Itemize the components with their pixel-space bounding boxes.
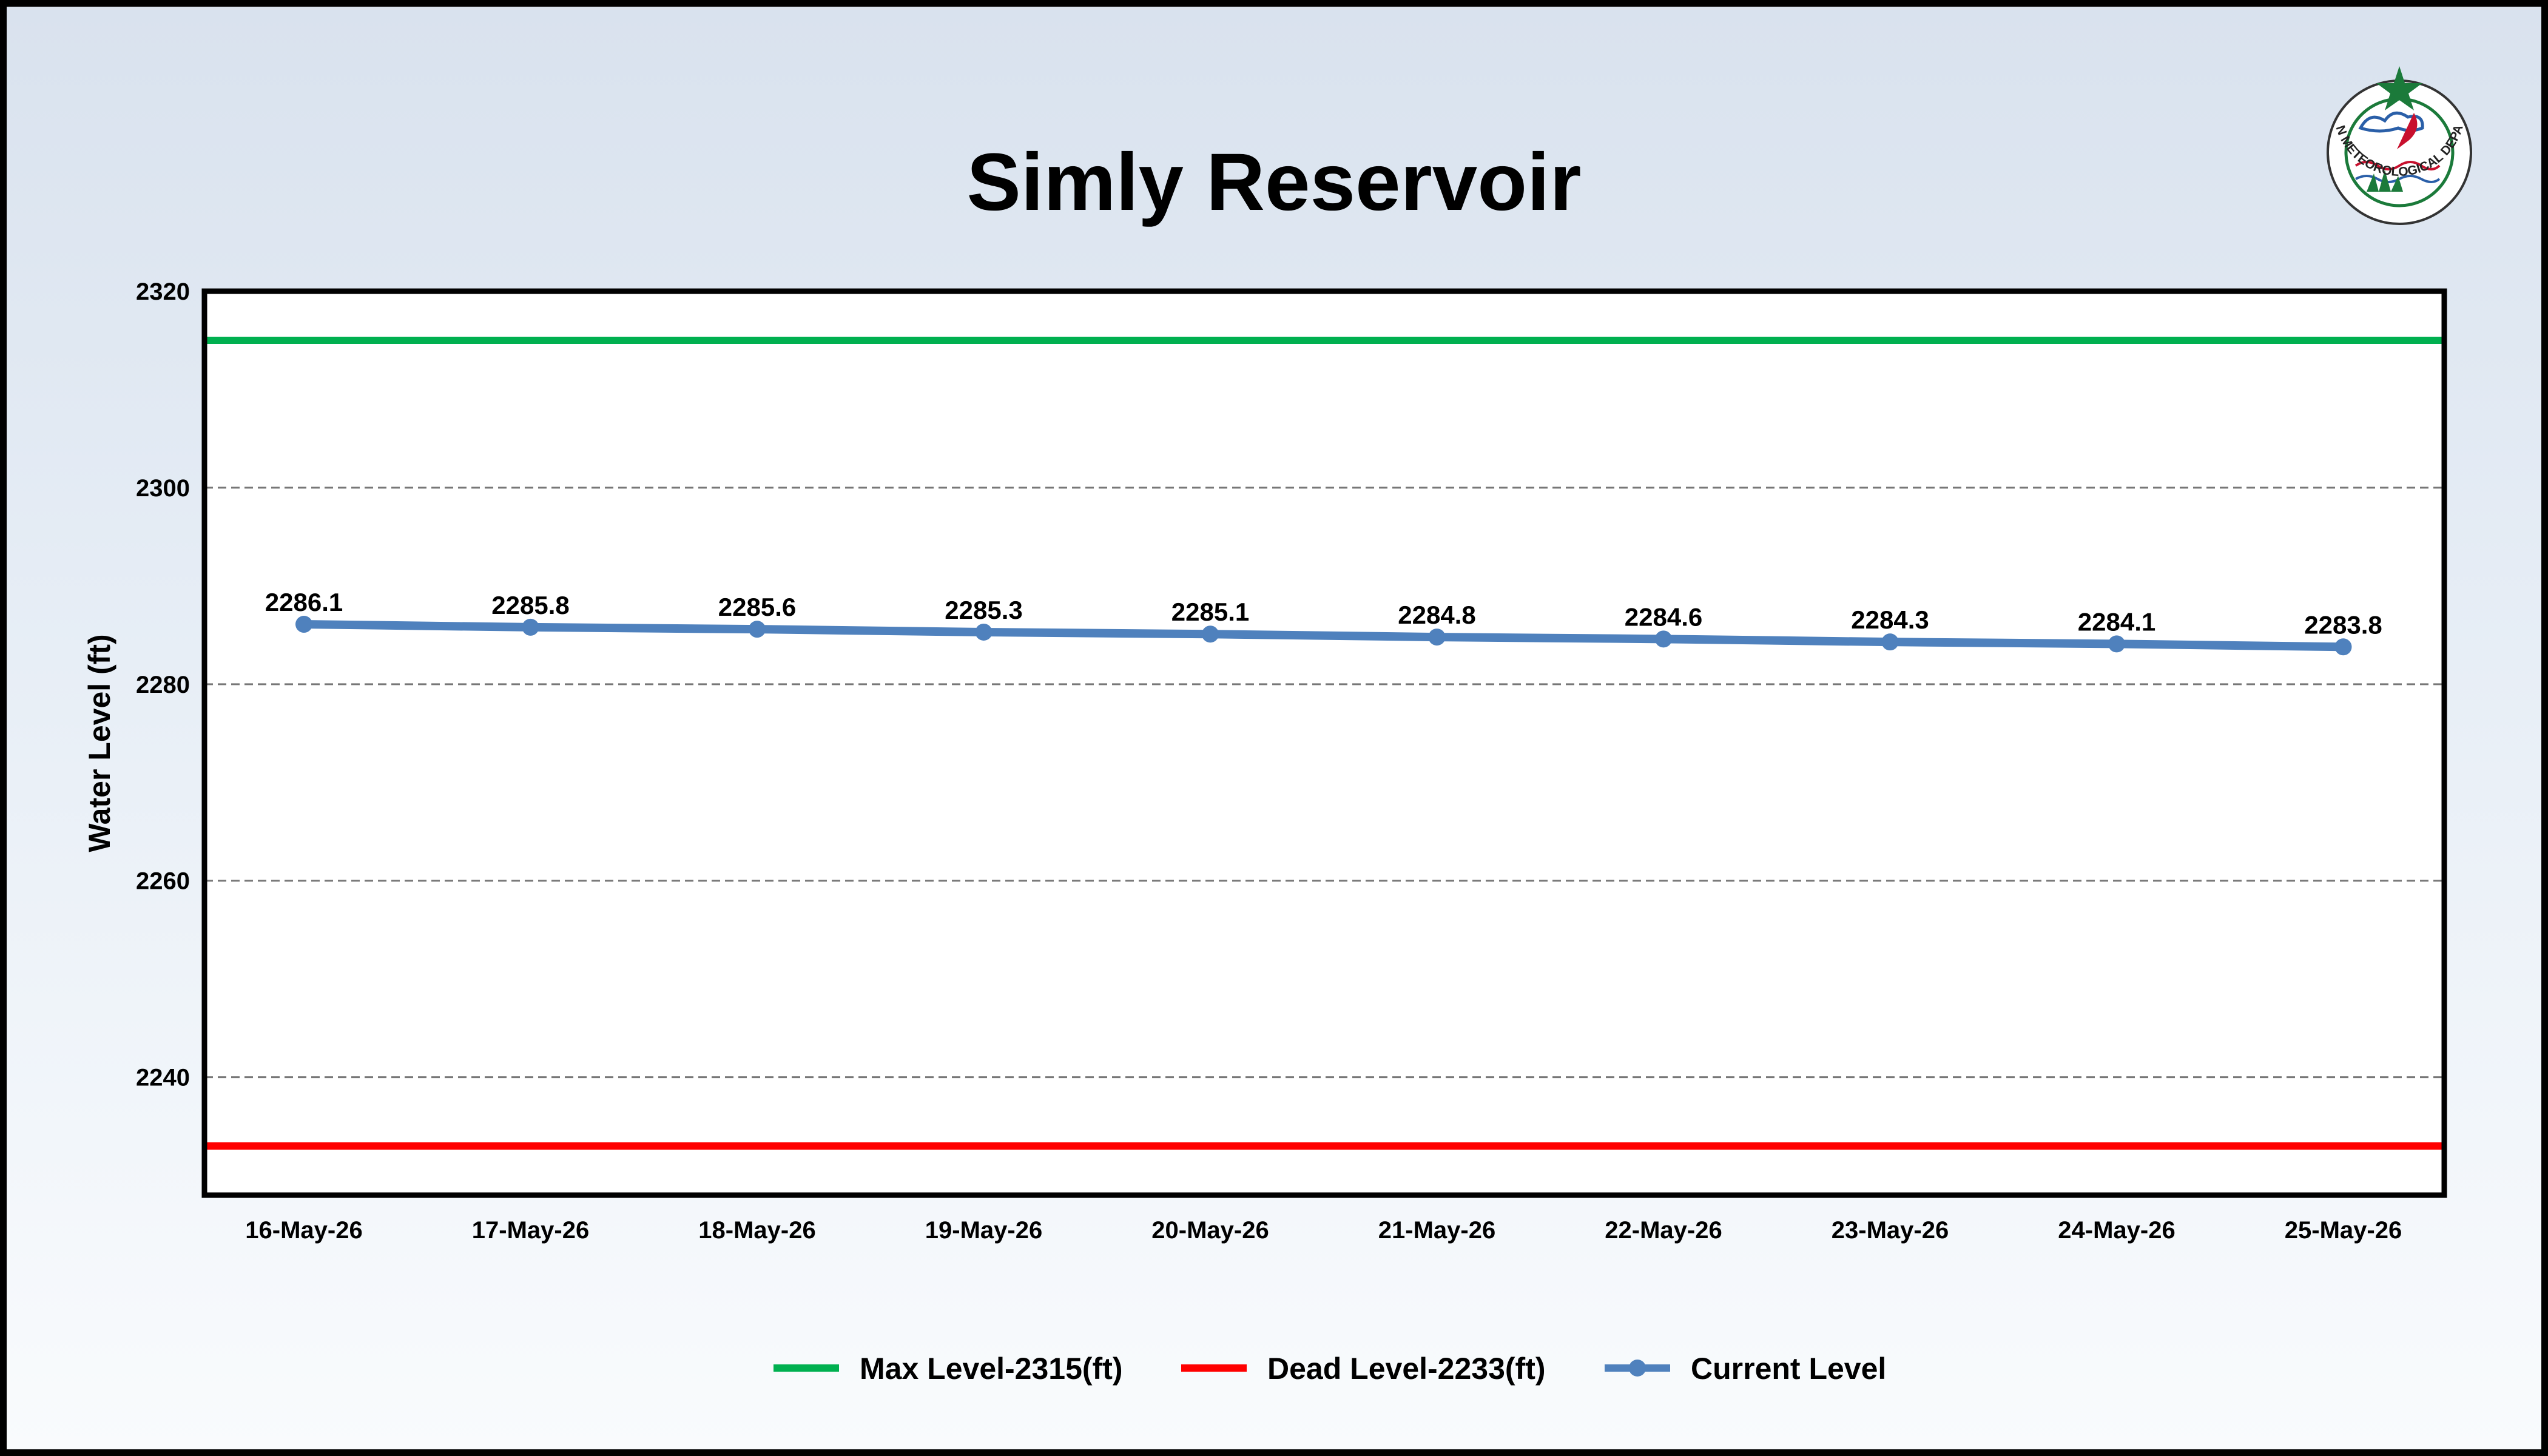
x-tick-label: 24-May-26	[2058, 1217, 2175, 1244]
plot-border	[201, 288, 2447, 1198]
y-tick-label: 2320	[136, 278, 190, 305]
data-labels: 2286.1 2285.8 2285.6 2285.3 2285.1 2284.8 2284…	[265, 588, 2382, 639]
x-tick-label: 22-May-26	[1605, 1217, 1722, 1244]
data-label: 2285.8	[491, 591, 569, 619]
x-tick-label: 23-May-26	[1832, 1217, 1949, 1244]
x-tick-label: 18-May-26	[698, 1217, 815, 1244]
water-icon	[2355, 175, 2441, 183]
wave-icon	[2354, 161, 2441, 170]
legend: Max Level-2315(ft) Dead Level-2233(ft) Cur…	[774, 1352, 1886, 1386]
y-axis-ticks: 2240 2260 2280 2300 2320	[136, 278, 190, 1091]
data-point	[295, 616, 312, 633]
data-label: 2284.3	[1851, 605, 1929, 634]
data-label: 2285.3	[945, 596, 1022, 624]
data-point	[2108, 635, 2125, 653]
data-point	[975, 623, 993, 641]
y-tick-label: 2240	[136, 1065, 190, 1091]
legend-max-level-label: Max Level-2315(ft)	[860, 1352, 1123, 1386]
data-point	[1202, 625, 1219, 643]
data-point	[1655, 630, 1672, 648]
data-label: 2285.6	[718, 593, 796, 621]
plot-area	[204, 291, 2444, 1195]
data-point	[2334, 638, 2352, 656]
y-tick-label: 2260	[136, 868, 190, 895]
chart-title: Simly Reservoir	[967, 137, 1582, 228]
y-tick-label: 2300	[136, 475, 190, 502]
reference-lines	[204, 336, 2444, 1150]
x-tick-label: 16-May-26	[245, 1217, 362, 1244]
cloud-icon	[2358, 111, 2424, 133]
y-axis-label: Water Level (ft)	[83, 634, 116, 852]
x-axis-ticks: 16-May-26 17-May-26 18-May-26 19-May-26 20-M…	[245, 1217, 2402, 1244]
x-tick-label: 19-May-26	[925, 1217, 1042, 1244]
x-tick-label: 17-May-26	[472, 1217, 589, 1244]
data-label: 2285.1	[1171, 598, 1249, 626]
series-current-level	[295, 616, 2352, 656]
grass-icon	[2367, 170, 2403, 192]
data-label: 2284.6	[1625, 602, 1702, 631]
data-point	[749, 621, 766, 638]
y-tick-label: 2280	[136, 672, 190, 698]
data-label: 2286.1	[265, 588, 343, 616]
x-tick-label: 21-May-26	[1378, 1217, 1495, 1244]
series-line	[300, 620, 2348, 652]
data-point	[1428, 629, 1446, 646]
star-icon	[2376, 66, 2422, 110]
data-label: 2284.1	[2078, 607, 2155, 636]
data-point	[522, 618, 539, 636]
x-tick-label: 20-May-26	[1151, 1217, 1269, 1244]
x-tick-label: 25-May-26	[2285, 1217, 2402, 1244]
legend-dead-level-label: Dead Level-2233(ft)	[1267, 1352, 1546, 1386]
legend-current-level-label: Current Level	[1691, 1352, 1886, 1386]
data-label: 2283.8	[2304, 610, 2382, 639]
chart: Simly Reservoir PAKISTAN METEOROLOGICAL …	[7, 7, 2472, 1386]
data-point	[1881, 633, 1899, 651]
bird-icon	[2397, 113, 2418, 149]
legend-current-level-marker	[1629, 1360, 1646, 1377]
data-label: 2284.8	[1398, 601, 1475, 629]
